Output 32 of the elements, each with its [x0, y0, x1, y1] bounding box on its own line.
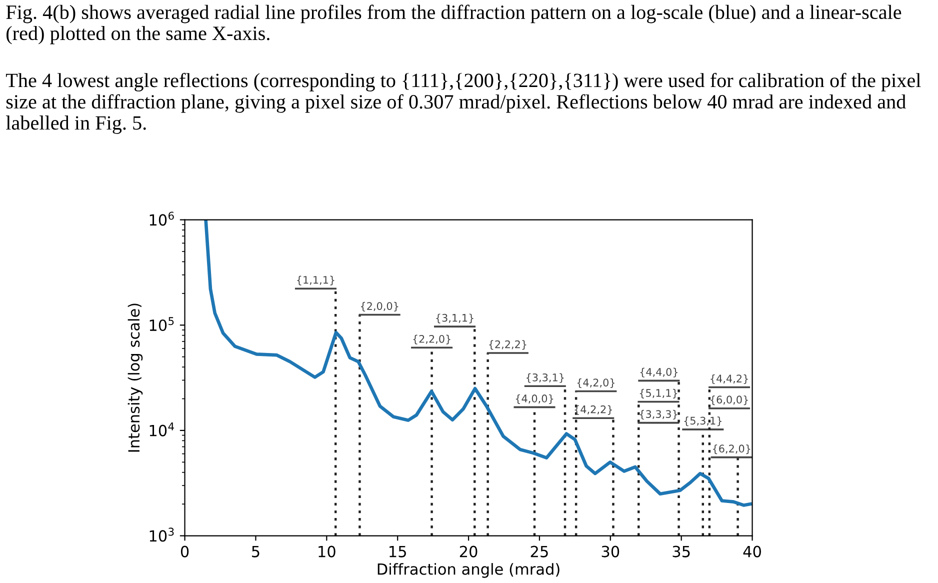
y-tick-label: 10$^{4}$	[150, 422, 174, 436]
y-tick-label: 10$^{6}$	[150, 212, 174, 226]
x-tick-label: 25	[530, 546, 548, 558]
ref-line-label: {3,1,1}	[436, 314, 474, 324]
ref-line-label: {6,2,0}	[713, 444, 750, 454]
line-series	[204, 220, 752, 507]
text: The 4 lowest angle reflections (corresponding to {111},{200},{220},{311}) were used for calibration of the pixel size at the diffraction plane, giving a pixel size of 0.307 mrad/pixel. Reflections below 40 mrad are indexed and labelled in Fig. 5.	[6, 72, 921, 134]
ref-line-label: {4,4,2} {6,0,0}	[710, 374, 748, 406]
x-tick-label: 30	[602, 546, 620, 558]
ref-line-label: {1,1,1}	[297, 276, 334, 286]
ref-line-label: {2,2,2}	[489, 340, 526, 350]
ref-line-label: {4,4,0}	[640, 368, 678, 378]
ref-line-label: {4,0,0}	[516, 394, 554, 404]
ref-line-label: {2,2,0}	[413, 334, 450, 344]
ref-line-label: {2,0,0}	[361, 302, 398, 312]
y-tick-label: 10$^{5}$	[150, 317, 174, 332]
x-axis-title: Diffraction angle (mrad)	[378, 563, 560, 578]
x-tick-label: 20	[460, 546, 478, 558]
caption: Fig. 4(b) shows averaged radial line profiles from the diffraction pattern on a log-scale (blue) and a linear-scale (red) plotted on the same X-axis.	[6, 4, 902, 44]
x-tick-label: 5	[252, 546, 260, 558]
ref-line-label: {5,1,1} {3,3,3}	[640, 388, 678, 420]
x-tick-label: 10	[318, 546, 336, 558]
x-tick-label: 0	[180, 546, 189, 558]
x-tick-label: 40	[743, 546, 761, 558]
y-axis-title: Intensity (log scale)	[128, 304, 143, 452]
ref-line-label: {3,3,1}	[526, 373, 564, 383]
x-tick-label: 15	[390, 546, 406, 558]
ref-line-label: {5,3,1}	[684, 416, 722, 426]
ref-line-label: {4,2,2}	[574, 405, 612, 415]
y-tick-label: 10$^{3}$	[150, 528, 174, 542]
ref-line-label: {4,2,0}	[577, 378, 615, 388]
x-tick-label: 35	[672, 546, 690, 558]
